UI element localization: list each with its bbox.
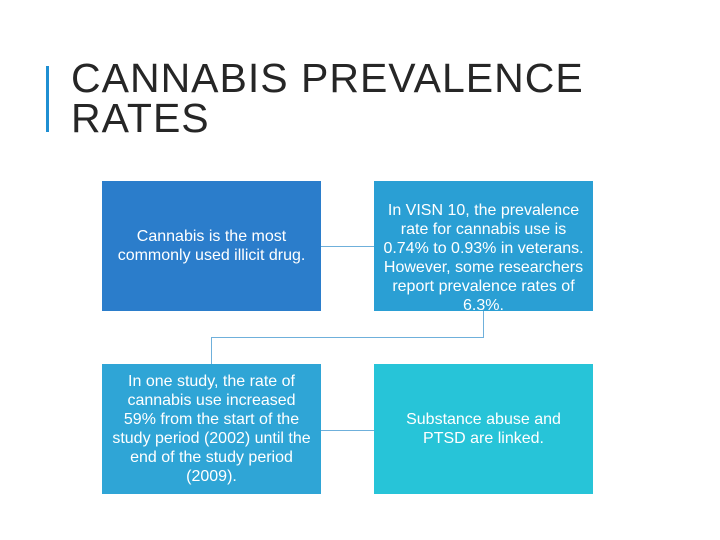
process-box-4: Substance abuse and PTSD are linked. — [374, 364, 593, 494]
connector-2-3-across — [211, 337, 484, 338]
process-box-1: Cannabis is the most commonly used illic… — [102, 181, 321, 311]
connector-2-3-down — [483, 311, 484, 338]
process-box-4-text: Substance abuse and PTSD are linked. — [406, 411, 561, 447]
connector-1-2 — [321, 246, 374, 247]
slide-title: CANNABIS PREVALENCE RATES — [71, 55, 584, 141]
connector-3-4 — [321, 430, 374, 431]
process-box-1-text: Cannabis is the most commonly used illic… — [117, 228, 306, 264]
connector-2-3-drop — [211, 337, 212, 364]
process-box-2: In VISN 10, the prevalence rate for cann… — [374, 181, 593, 311]
process-box-2-text: In VISN 10, the prevalence rate for cann… — [383, 202, 584, 311]
process-box-3-text: In one study, the rate of cannabis use i… — [112, 373, 311, 485]
title-accent-bar — [46, 66, 49, 132]
process-box-3: In one study, the rate of cannabis use i… — [102, 364, 321, 494]
